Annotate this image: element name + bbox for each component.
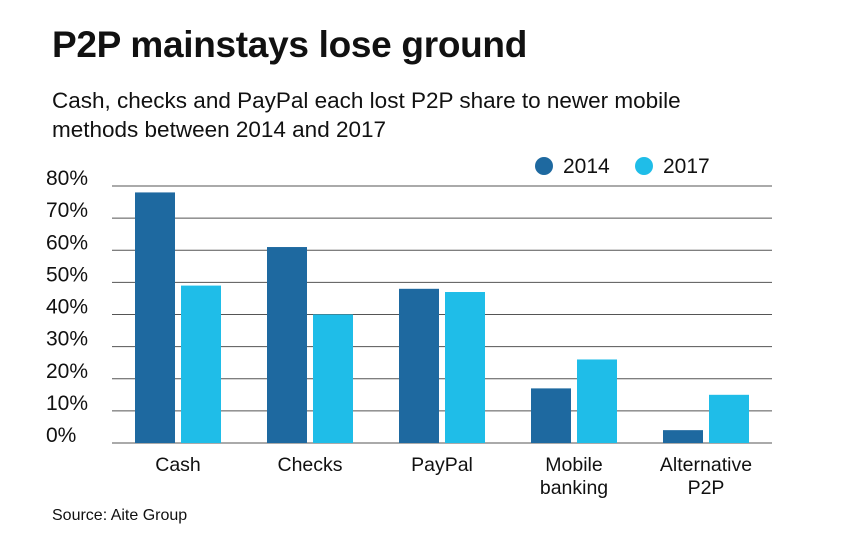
bar-2014: [267, 247, 307, 443]
bar-2014: [663, 430, 703, 443]
category-label: Checks: [277, 454, 342, 476]
category-label: P2P: [688, 477, 725, 499]
legend-label-2017: 2017: [663, 155, 710, 178]
chart-title: P2P mainstays lose ground: [52, 24, 528, 65]
category-label: Mobile: [545, 454, 602, 476]
y-tick-label: 30%: [46, 328, 88, 351]
y-tick-label: 70%: [46, 199, 88, 222]
category-label: Cash: [155, 454, 201, 476]
category-label: Alternative: [660, 454, 752, 476]
y-tick-label: 80%: [46, 167, 88, 190]
y-tick-label: 40%: [46, 296, 88, 319]
source-note: Source: Aite Group: [52, 507, 188, 524]
y-tick-label: 60%: [46, 231, 88, 254]
legend-label-2014: 2014: [563, 155, 610, 178]
y-tick-label: 0%: [46, 424, 76, 447]
legend-marker-2014: [535, 157, 553, 175]
bar-2017: [313, 314, 353, 443]
category-label: PayPal: [411, 454, 473, 476]
bar-2014: [135, 192, 175, 443]
y-tick-label: 50%: [46, 263, 88, 286]
bar-2017: [577, 359, 617, 443]
category-label: banking: [540, 477, 608, 499]
y-tick-label: 10%: [46, 392, 88, 415]
bar-2017: [181, 285, 221, 443]
legend-marker-2017: [635, 157, 653, 175]
bar-2014: [531, 388, 571, 443]
bar-2017: [709, 394, 749, 443]
chart-subtitle: Cash, checks and PayPal each lost P2P sh…: [52, 88, 681, 142]
bar-2017: [445, 292, 485, 443]
y-tick-label: 20%: [46, 360, 88, 383]
bar-2014: [399, 288, 439, 443]
